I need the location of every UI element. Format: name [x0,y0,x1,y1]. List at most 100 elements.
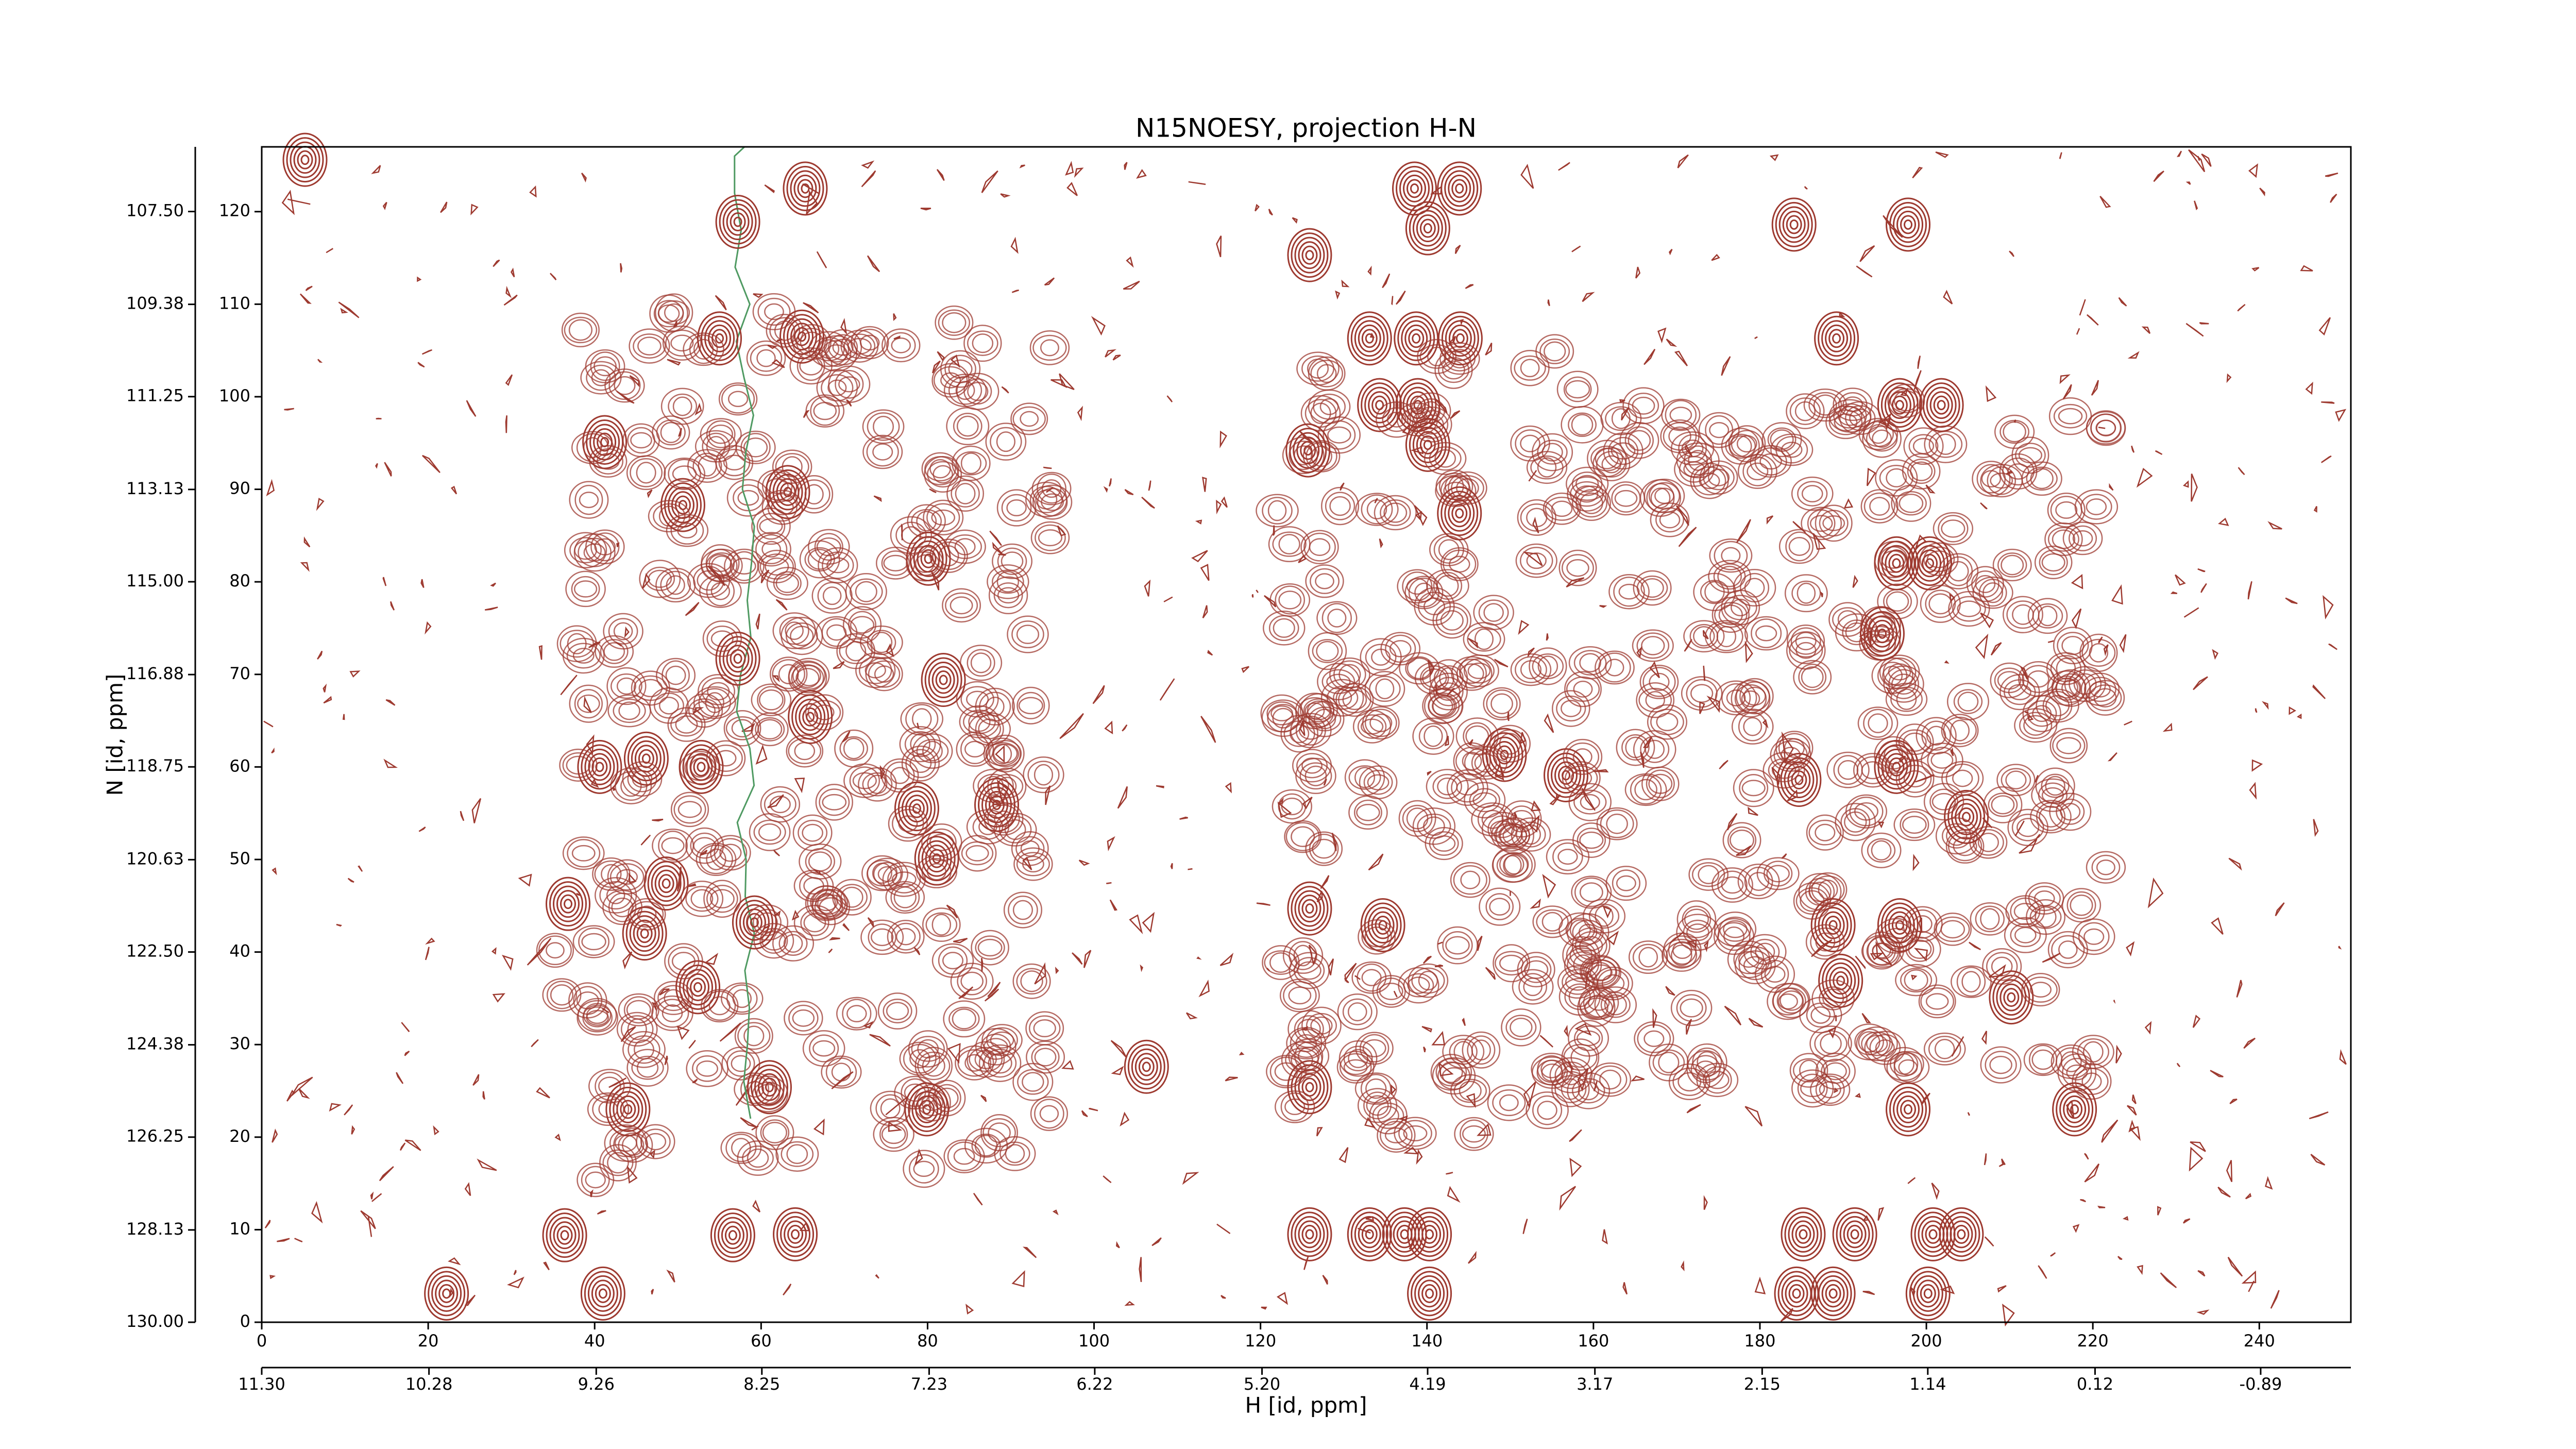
cluster-contour [655,567,696,603]
contour-ring [1794,774,1804,785]
noise-contour [1724,1005,1742,1026]
noise-contour [676,1025,690,1040]
cluster-contour [783,934,803,953]
cluster-contour [925,912,958,937]
cluster-contour [2002,596,2043,634]
contour-ring [1788,1284,1805,1303]
cluster-contour [1363,1091,1392,1120]
contour-ring [1911,541,1949,586]
cluster-contour [1792,1058,1825,1083]
plot-frame [261,146,2352,1323]
peak [675,960,721,1015]
contour-ring [906,531,951,586]
noise-contour [981,170,998,193]
cluster-contour [1011,686,1050,724]
cluster-contour [1012,900,1033,920]
contour-ring [1296,436,1320,465]
cluster-contour [1670,989,1713,1026]
cluster-contour [1537,655,1558,677]
cluster-contour [775,1136,819,1172]
cluster-contour [1891,484,1931,522]
contour-ring [584,748,615,785]
cluster-contour [2072,1035,2114,1069]
noise-contour [1000,193,1011,198]
cluster-contour [2096,859,2115,875]
cluster-contour [1767,983,1809,1020]
cluster-contour [1041,479,1062,498]
contour-ring [1412,333,1421,344]
contour-ring [1405,201,1450,256]
contour-ring [1893,206,1924,243]
cluster-contour [893,886,917,908]
cluster-contour [1025,1011,1064,1046]
cluster-contour [1650,502,1690,537]
cluster-contour [2031,778,2075,812]
noise-contour [1011,289,1019,293]
cluster-contour [1902,816,1927,834]
cluster-contour [1333,688,1352,707]
noise-contour [1126,256,1134,268]
cluster-contour [1372,1102,1404,1129]
noise-contour [2197,568,2206,572]
cluster-contour [1761,422,1802,458]
cluster-contour [1532,1095,1563,1125]
cluster-contour [1038,529,1063,547]
cluster-contour [1412,717,1454,755]
cluster-contour [1946,825,1968,846]
cluster-contour [1517,499,1556,536]
contour-ring [1926,386,1957,424]
cluster-contour [994,1136,1036,1171]
contour-ring [435,1279,459,1308]
cluster-contour [613,698,646,723]
cluster-contour [1462,751,1482,771]
contour-ring [597,432,613,452]
y-tick-label: 0 [240,1311,250,1331]
contour-ring [643,856,689,911]
contour-ring [546,877,591,931]
cluster-contour [1714,541,1748,570]
contour-ring [1919,378,1964,432]
cluster-contour [1895,964,1938,997]
cluster-contour [993,813,1037,847]
cluster-contour [1510,1017,1533,1037]
noise-contour [2261,701,2269,710]
cluster-contour [1303,532,1336,562]
contour-ring [1416,431,1439,459]
cluster-contour [985,742,1020,766]
cluster-contour [2055,501,2078,519]
contour-ring [1814,1271,1852,1317]
contour-ring [1787,766,1811,794]
noise-contour [1915,774,1935,783]
cluster-contour [990,427,1022,457]
cluster-contour [764,303,784,321]
cluster-contour [873,415,894,437]
cluster-contour [1394,1117,1437,1150]
cluster-contour [855,652,896,688]
cluster-contour [1991,956,2013,976]
noise-contour [597,1210,606,1215]
noise-contour [1907,1177,1916,1184]
cluster-contour [1269,952,1292,973]
cluster-contour [732,558,756,575]
contour-ring [1455,508,1464,519]
cluster-contour [860,919,904,955]
cluster-contour [1411,967,1445,994]
cluster-contour [1683,919,1713,945]
peak [1877,378,1922,432]
cluster-contour [1616,729,1655,766]
cluster-contour [759,928,788,954]
noise-contour [590,1189,594,1198]
cluster-contour [2058,408,2083,425]
noise-contour [1520,163,1534,189]
cluster-contour [971,1133,1001,1158]
peak [779,309,824,364]
cluster-contour [1035,524,1066,551]
cluster-contour [1956,967,1986,997]
contour-ring [1423,223,1432,234]
cluster-contour [881,550,910,576]
contour-ring [1946,1216,1977,1253]
cluster-contour [1565,973,1590,991]
noise-contour [676,866,682,891]
noise-contour [1981,1031,1987,1045]
noise-contour [1677,154,1689,169]
